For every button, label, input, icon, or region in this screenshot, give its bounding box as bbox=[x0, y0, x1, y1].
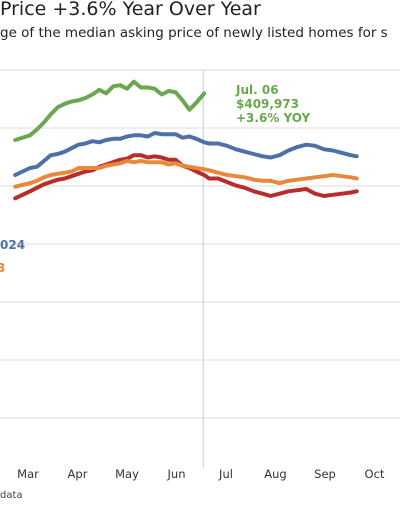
x-tick-label: Mar bbox=[17, 467, 39, 481]
annotation-orange-label: 3 bbox=[0, 261, 5, 275]
x-tick-label: May bbox=[115, 467, 139, 481]
series-line-s2025 bbox=[13, 79, 207, 142]
series-line-s2024 bbox=[13, 131, 359, 177]
x-tick-label: Apr bbox=[68, 467, 88, 481]
source-note: data bbox=[0, 490, 23, 501]
x-tick-label: Aug bbox=[264, 467, 286, 481]
annotation-blue-label: 024 bbox=[0, 238, 25, 252]
x-tick-label: Sep bbox=[314, 467, 336, 481]
x-tick-label: Jun bbox=[167, 467, 186, 481]
annotation-green-value: $409,973 bbox=[236, 97, 299, 111]
series-lines bbox=[13, 79, 359, 201]
x-tick-label: Jul bbox=[218, 467, 233, 481]
annotation-green-yoy: +3.6% YOY bbox=[236, 111, 311, 125]
series-line-s2023 bbox=[13, 159, 359, 189]
chart-title: Price +3.6% Year Over Year bbox=[0, 0, 261, 20]
x-axis-ticks: Mar Apr May Jun Jul Aug Sep Oct bbox=[17, 467, 385, 481]
x-tick-label: Oct bbox=[365, 467, 385, 481]
gridlines bbox=[0, 69, 400, 419]
annotation-green-date: Jul. 06 bbox=[235, 83, 279, 97]
chart-subtitle: ge of the median asking price of newly l… bbox=[0, 25, 388, 41]
series-line-s2022 bbox=[13, 153, 359, 201]
